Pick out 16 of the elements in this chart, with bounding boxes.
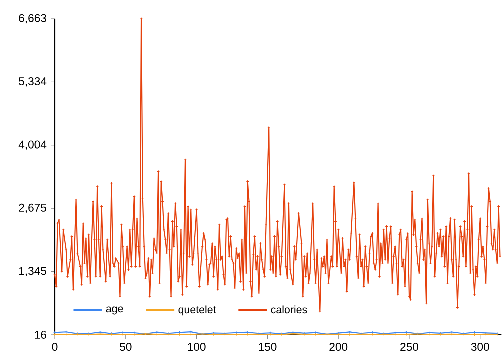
x-tick-label: 250 (400, 343, 418, 352)
legend-label: quetelet (178, 306, 216, 316)
x-tick-label: 0 (52, 343, 58, 352)
x-tick-label: 100 (188, 343, 206, 352)
y-tick-label: 2,675 (19, 204, 46, 214)
x-tick-label: 50 (120, 343, 132, 352)
x-tick-label: 150 (259, 343, 277, 352)
x-tick-label: 300 (471, 343, 490, 352)
y-tick-label: 5,334 (19, 78, 47, 87)
legend-label: age (106, 306, 124, 315)
y-tick-label: 1,345 (19, 267, 46, 276)
x-tick-label: 200 (330, 343, 348, 352)
y-tick-label: 6,663 (19, 14, 46, 24)
y-tick-label: 4,004 (18, 140, 47, 150)
legend-label: calories (271, 306, 308, 314)
y-tick-label: 16 (35, 330, 46, 339)
